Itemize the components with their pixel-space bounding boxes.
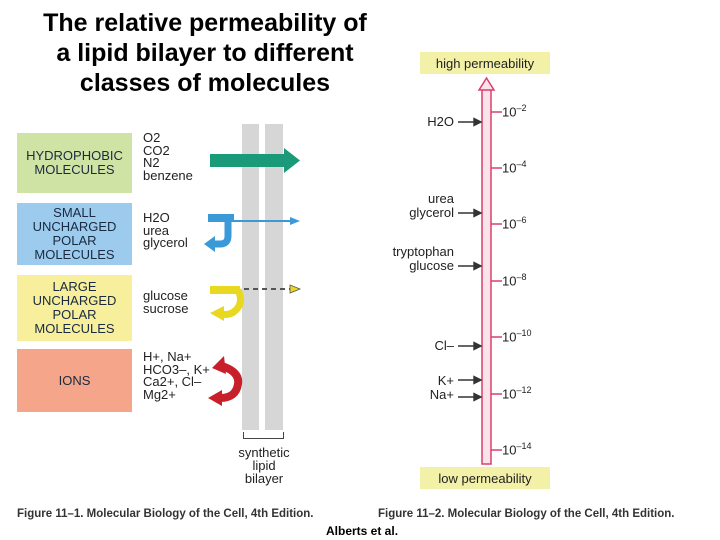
- molecule: glycerol: [143, 235, 188, 250]
- molecule: urea: [143, 222, 170, 238]
- tick-label: 10–2: [502, 103, 527, 120]
- class-box-ions: IONS: [17, 349, 132, 412]
- class-label: HYDROPHOBIC: [26, 148, 123, 163]
- molecule: glucose: [143, 288, 188, 303]
- scale-molecule-line: H2O: [427, 114, 454, 129]
- scale-molecule-line: glucose: [409, 258, 454, 273]
- bilayer-label: synthetic lipid bilayer: [224, 446, 304, 485]
- bilayer-label-line: synthetic: [238, 445, 290, 460]
- class-label: MOLECULES: [34, 247, 115, 262]
- molecule: H2O: [143, 210, 170, 225]
- class-label: LARGE: [52, 279, 97, 294]
- scale-molecule-line: Na+: [429, 387, 454, 402]
- molecule-list-ions: H+, Na+ HCO3–, K+ Ca2+, Cl– Mg2+: [143, 349, 210, 402]
- high-permeability-label: high permeability: [420, 52, 550, 74]
- low-permeability-label: low permeability: [420, 467, 550, 489]
- tick-label: 10–6: [502, 215, 527, 232]
- large-polar-arrow: [210, 284, 302, 321]
- class-label: UNCHARGED: [32, 293, 117, 308]
- molecule: Ca2+, Cl–: [143, 374, 202, 389]
- scale-molecule-tryptophan-glucose: tryptophan glucose: [393, 245, 454, 273]
- class-label: IONS: [58, 372, 91, 388]
- scale-molecule-line: urea: [427, 191, 454, 206]
- scale-molecule-k-na: K+ Na+: [430, 374, 454, 402]
- small-polar-arrow: [204, 214, 300, 252]
- tick-label: 10–8: [502, 272, 527, 289]
- tick-label: 10–10: [502, 328, 532, 345]
- scale-molecule-water: H2O: [427, 115, 454, 129]
- class-box-small-polar: SMALL UNCHARGED POLAR MOLECULES: [17, 203, 132, 265]
- molecule-list-large-polar: glucose sucrose: [143, 288, 189, 316]
- scale-molecule-line: Cl–: [434, 338, 454, 353]
- tick-label: 10–4: [502, 159, 527, 176]
- hydrophobic-arrow: [210, 148, 300, 173]
- molecule-list-small-polar: H2O urea glycerol: [143, 210, 188, 250]
- class-box-large-polar: LARGE UNCHARGED POLAR MOLECULES: [17, 275, 132, 341]
- title-line: a lipid bilayer to different: [56, 39, 354, 67]
- figure-caption-right: Figure 11–2. Molecular Biology of the Ce…: [378, 508, 675, 520]
- class-box-hydrophobic: HYDROPHOBIC MOLECULES: [17, 133, 132, 193]
- molecule-list-hydrophobic: O2 CO2 N2 benzene: [143, 130, 193, 183]
- slide-title: The relative permeability of a lipid bil…: [0, 8, 410, 98]
- scale-molecule-line: glycerol: [409, 205, 454, 220]
- title-line: The relative permeability of: [43, 9, 367, 37]
- molecule: sucrose: [143, 300, 189, 316]
- bilayer-bracket: [243, 432, 284, 439]
- class-label: MOLECULES: [34, 162, 115, 177]
- scale-molecule-line: K+: [437, 373, 454, 388]
- class-label: POLAR: [52, 233, 97, 248]
- bilayer-label-line: lipid: [252, 458, 276, 473]
- scale-molecule-line: tryptophan: [392, 244, 454, 259]
- author-credit: Alberts et al.: [326, 524, 399, 538]
- ions-arrow: [208, 356, 243, 406]
- class-label: POLAR: [52, 307, 97, 322]
- bilayer-label-line: bilayer: [244, 471, 284, 486]
- class-label: MOLECULES: [34, 321, 115, 336]
- scale-pointers: [458, 117, 483, 402]
- molecule: N2: [143, 155, 160, 170]
- class-label: SMALL: [53, 205, 96, 220]
- molecule: CO2: [143, 142, 170, 158]
- molecule: O2: [143, 130, 161, 145]
- molecule: benzene: [143, 167, 193, 183]
- molecule: Mg2+: [143, 386, 176, 402]
- bilayer-center-gap: [259, 124, 265, 430]
- tick-label: 10–14: [502, 441, 532, 458]
- scale-molecule-urea-glycerol: urea glycerol: [409, 192, 454, 220]
- scale-ticks: [491, 111, 502, 451]
- scale-molecule-chloride: Cl–: [434, 339, 454, 353]
- tick-label: 10–12: [502, 385, 532, 402]
- permeability-scale: [477, 76, 496, 465]
- title-line: classes of molecules: [79, 69, 331, 97]
- molecule: H+, Na+: [143, 349, 192, 364]
- molecule: HCO3–, K+: [143, 361, 210, 377]
- class-label: UNCHARGED: [32, 219, 117, 234]
- figure-caption-left: Figure 11–1. Molecular Biology of the Ce…: [17, 508, 314, 520]
